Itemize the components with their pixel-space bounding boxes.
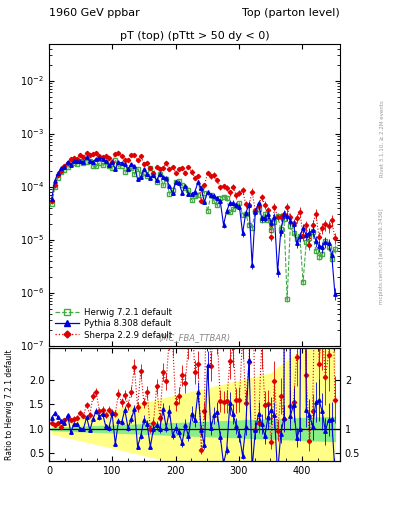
Y-axis label: Ratio to Herwig 7.2.1 default: Ratio to Herwig 7.2.1 default [5,349,14,460]
Text: (MC_FBA_TTBAR): (MC_FBA_TTBAR) [158,334,231,343]
Text: 1960 GeV ppbar: 1960 GeV ppbar [49,8,140,18]
Text: mcplots.cern.ch [arXiv:1306.3436]: mcplots.cern.ch [arXiv:1306.3436] [380,208,384,304]
Legend: Herwig 7.2.1 default, Pythia 8.308 default, Sherpa 2.2.9 default: Herwig 7.2.1 default, Pythia 8.308 defau… [53,307,174,342]
Title: pT (top) (pTtt > 50 dy < 0): pT (top) (pTtt > 50 dy < 0) [120,31,269,41]
Text: Top (parton level): Top (parton level) [242,8,340,18]
Text: Rivet 3.1.10, ≥ 2.2M events: Rivet 3.1.10, ≥ 2.2M events [380,100,384,177]
